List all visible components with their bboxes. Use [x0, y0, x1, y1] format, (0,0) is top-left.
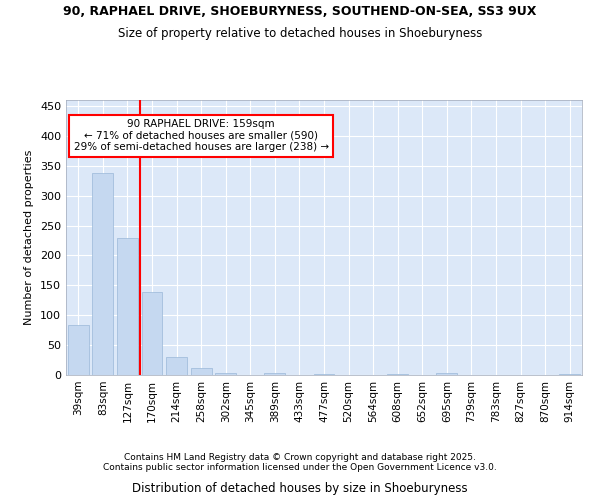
Bar [314, 374, 334, 375]
Bar [215, 372, 236, 375]
Text: Contains HM Land Registry data © Crown copyright and database right 2025.: Contains HM Land Registry data © Crown c… [124, 454, 476, 462]
Bar [68, 326, 89, 375]
Bar [559, 374, 580, 375]
Bar [117, 238, 138, 375]
Bar [166, 357, 187, 375]
Bar [436, 373, 457, 375]
Bar [191, 368, 212, 375]
Y-axis label: Number of detached properties: Number of detached properties [25, 150, 34, 325]
Text: 90 RAPHAEL DRIVE: 159sqm
← 71% of detached houses are smaller (590)
29% of semi-: 90 RAPHAEL DRIVE: 159sqm ← 71% of detach… [74, 119, 329, 152]
Bar [387, 374, 408, 375]
Bar [92, 173, 113, 375]
Bar [265, 372, 286, 375]
Bar [142, 292, 163, 375]
Text: 90, RAPHAEL DRIVE, SHOEBURYNESS, SOUTHEND-ON-SEA, SS3 9UX: 90, RAPHAEL DRIVE, SHOEBURYNESS, SOUTHEN… [64, 5, 536, 18]
Text: Distribution of detached houses by size in Shoeburyness: Distribution of detached houses by size … [132, 482, 468, 495]
Text: Contains public sector information licensed under the Open Government Licence v3: Contains public sector information licen… [103, 464, 497, 472]
Text: Size of property relative to detached houses in Shoeburyness: Size of property relative to detached ho… [118, 28, 482, 40]
